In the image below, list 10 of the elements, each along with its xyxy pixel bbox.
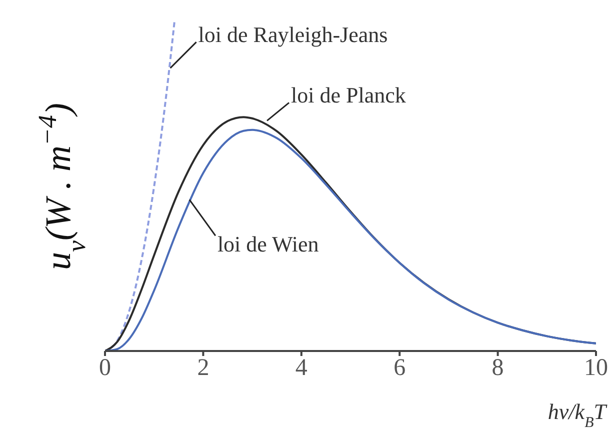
annotation: loi de Wien	[217, 232, 319, 257]
x-tick-label: 4	[295, 355, 308, 382]
x-tick-label: 10	[584, 355, 608, 382]
x-axis-title: hν/k$_{B}$T	[548, 399, 608, 431]
x-tick-label: 6	[394, 355, 406, 382]
x-tick-label: 0	[99, 355, 111, 382]
annotation: loi de Planck	[291, 82, 406, 108]
annotation: loi de Rayleigh-Jeans	[198, 22, 388, 48]
x-tick-label: 8	[492, 355, 504, 382]
x-tick-label: 2	[197, 355, 210, 382]
